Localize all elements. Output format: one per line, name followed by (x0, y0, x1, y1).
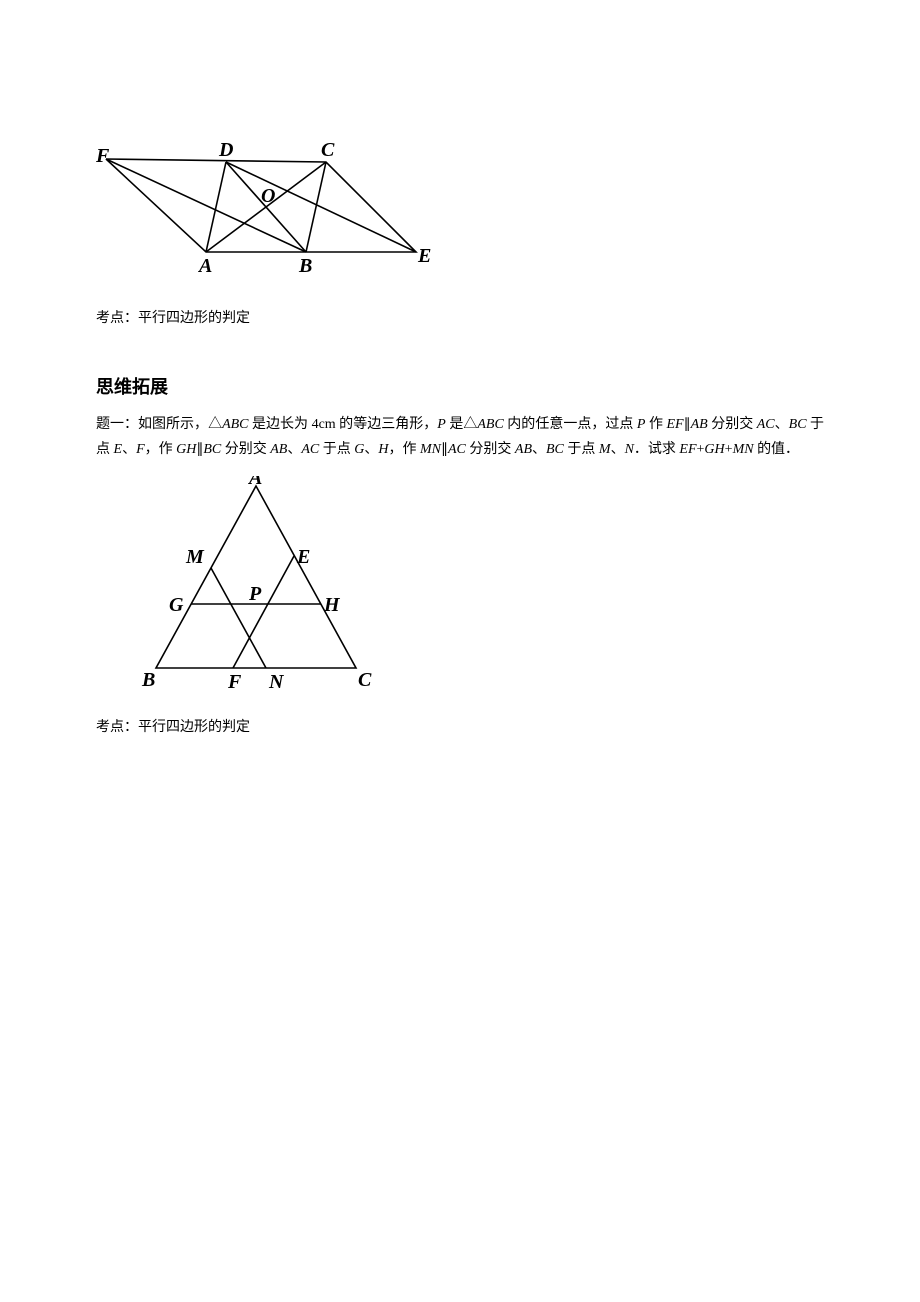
figure-1: F D C O A B E (96, 132, 824, 297)
figure-2-svg: A M E G P H B F N C (136, 476, 396, 701)
label-A2: A (247, 476, 262, 489)
label-N2: N (268, 671, 285, 693)
label-E: E (417, 245, 431, 267)
label-E2: E (296, 546, 310, 568)
p1-prefix: 题一：如图所示， (96, 417, 208, 432)
figure-2: A M E G P H B F N C (136, 476, 824, 706)
figure-1-caption: 考点：平行四边形的判定 (96, 307, 824, 327)
label-F2: F (227, 671, 242, 693)
label-P2: P (248, 583, 262, 605)
label-D: D (218, 139, 233, 161)
label-B: B (298, 255, 312, 277)
label-O: O (261, 185, 275, 207)
label-A: A (197, 255, 212, 277)
section-title: 思维拓展 (96, 373, 824, 399)
label-F: F (96, 145, 110, 167)
label-M2: M (185, 546, 205, 568)
label-B2: B (141, 669, 155, 691)
label-C2: C (358, 669, 372, 691)
label-G2: G (169, 594, 184, 616)
label-H2: H (323, 594, 341, 616)
problem-1: 题一：如图所示，△ABC 是边长为 4cm 的等边三角形，P 是△ABC 内的任… (96, 413, 824, 462)
figure-2-caption: 考点：平行四边形的判定 (96, 716, 824, 736)
label-C: C (321, 139, 335, 161)
figure-1-svg: F D C O A B E (96, 132, 446, 292)
